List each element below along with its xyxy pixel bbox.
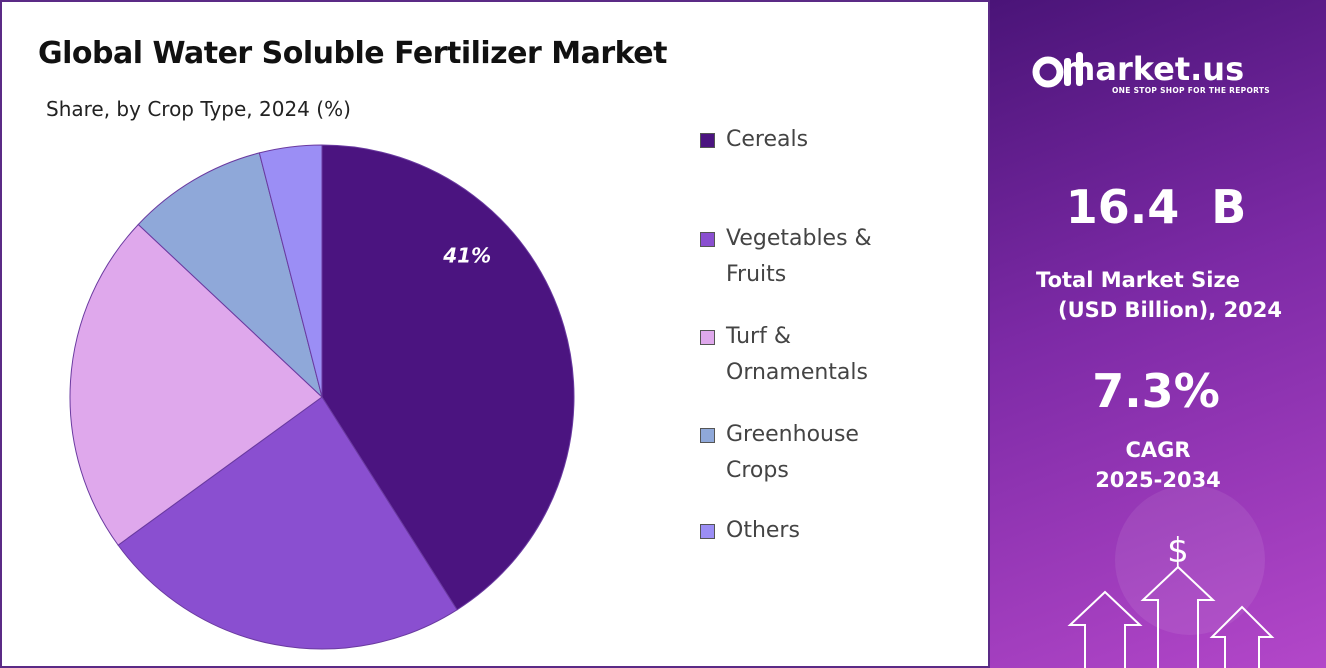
data-label: 41% [442, 243, 491, 267]
legend-item: Greenhouse Crops [700, 417, 910, 489]
market-size-unit: (USD Billion), 2024 [1057, 298, 1283, 322]
summary-panel: $ market.us ONE STOP SHOP FOR THE REPORT… [990, 0, 1326, 668]
legend-label: Cereals [726, 127, 809, 152]
pie-slice [69, 223, 323, 546]
legend-item: Turf & Ornamentals [700, 319, 910, 391]
cagr: 7.3% [1092, 364, 1220, 418]
legend-swatch [700, 330, 715, 345]
legend-swatch [700, 232, 715, 247]
legend-swatch [700, 133, 715, 148]
pie-slice [117, 396, 458, 650]
pie-slice [137, 152, 323, 399]
chart-subtitle: Share, by Crop Type, 2024 (%) [46, 97, 351, 121]
legend-label: Vegetables & Fruits [726, 226, 872, 287]
decoration: $ [1032, 52, 1275, 668]
tagline: ONE STOP SHOP FOR THE REPORTS [1112, 86, 1270, 95]
cagr-label: CAGR [1125, 438, 1191, 462]
chart-title: Global Water Soluble Fertilizer Market [38, 36, 667, 71]
legend-item: Vegetables & Fruits [700, 221, 910, 293]
svg-text:$: $ [1167, 531, 1189, 571]
market-size-label: Total Market Size [1036, 268, 1240, 292]
pie-chart: 41% [69, 144, 575, 650]
brand: market.us [1062, 50, 1245, 88]
legend-item: Cereals [700, 122, 910, 158]
legend-label: Turf & Ornamentals [726, 324, 868, 385]
pie-slice [321, 144, 575, 611]
legend-label: Others [726, 518, 800, 543]
market-size: 16.4 B [1065, 180, 1247, 234]
pie-slice [258, 144, 323, 398]
legend-swatch [700, 524, 715, 539]
legend-label: Greenhouse Crops [726, 422, 859, 483]
legend-swatch [700, 428, 715, 443]
chart-panel: Global Water Soluble Fertilizer Market S… [0, 0, 990, 668]
cagr-period: 2025-2034 [1095, 468, 1221, 492]
legend-item: Others [700, 513, 910, 549]
